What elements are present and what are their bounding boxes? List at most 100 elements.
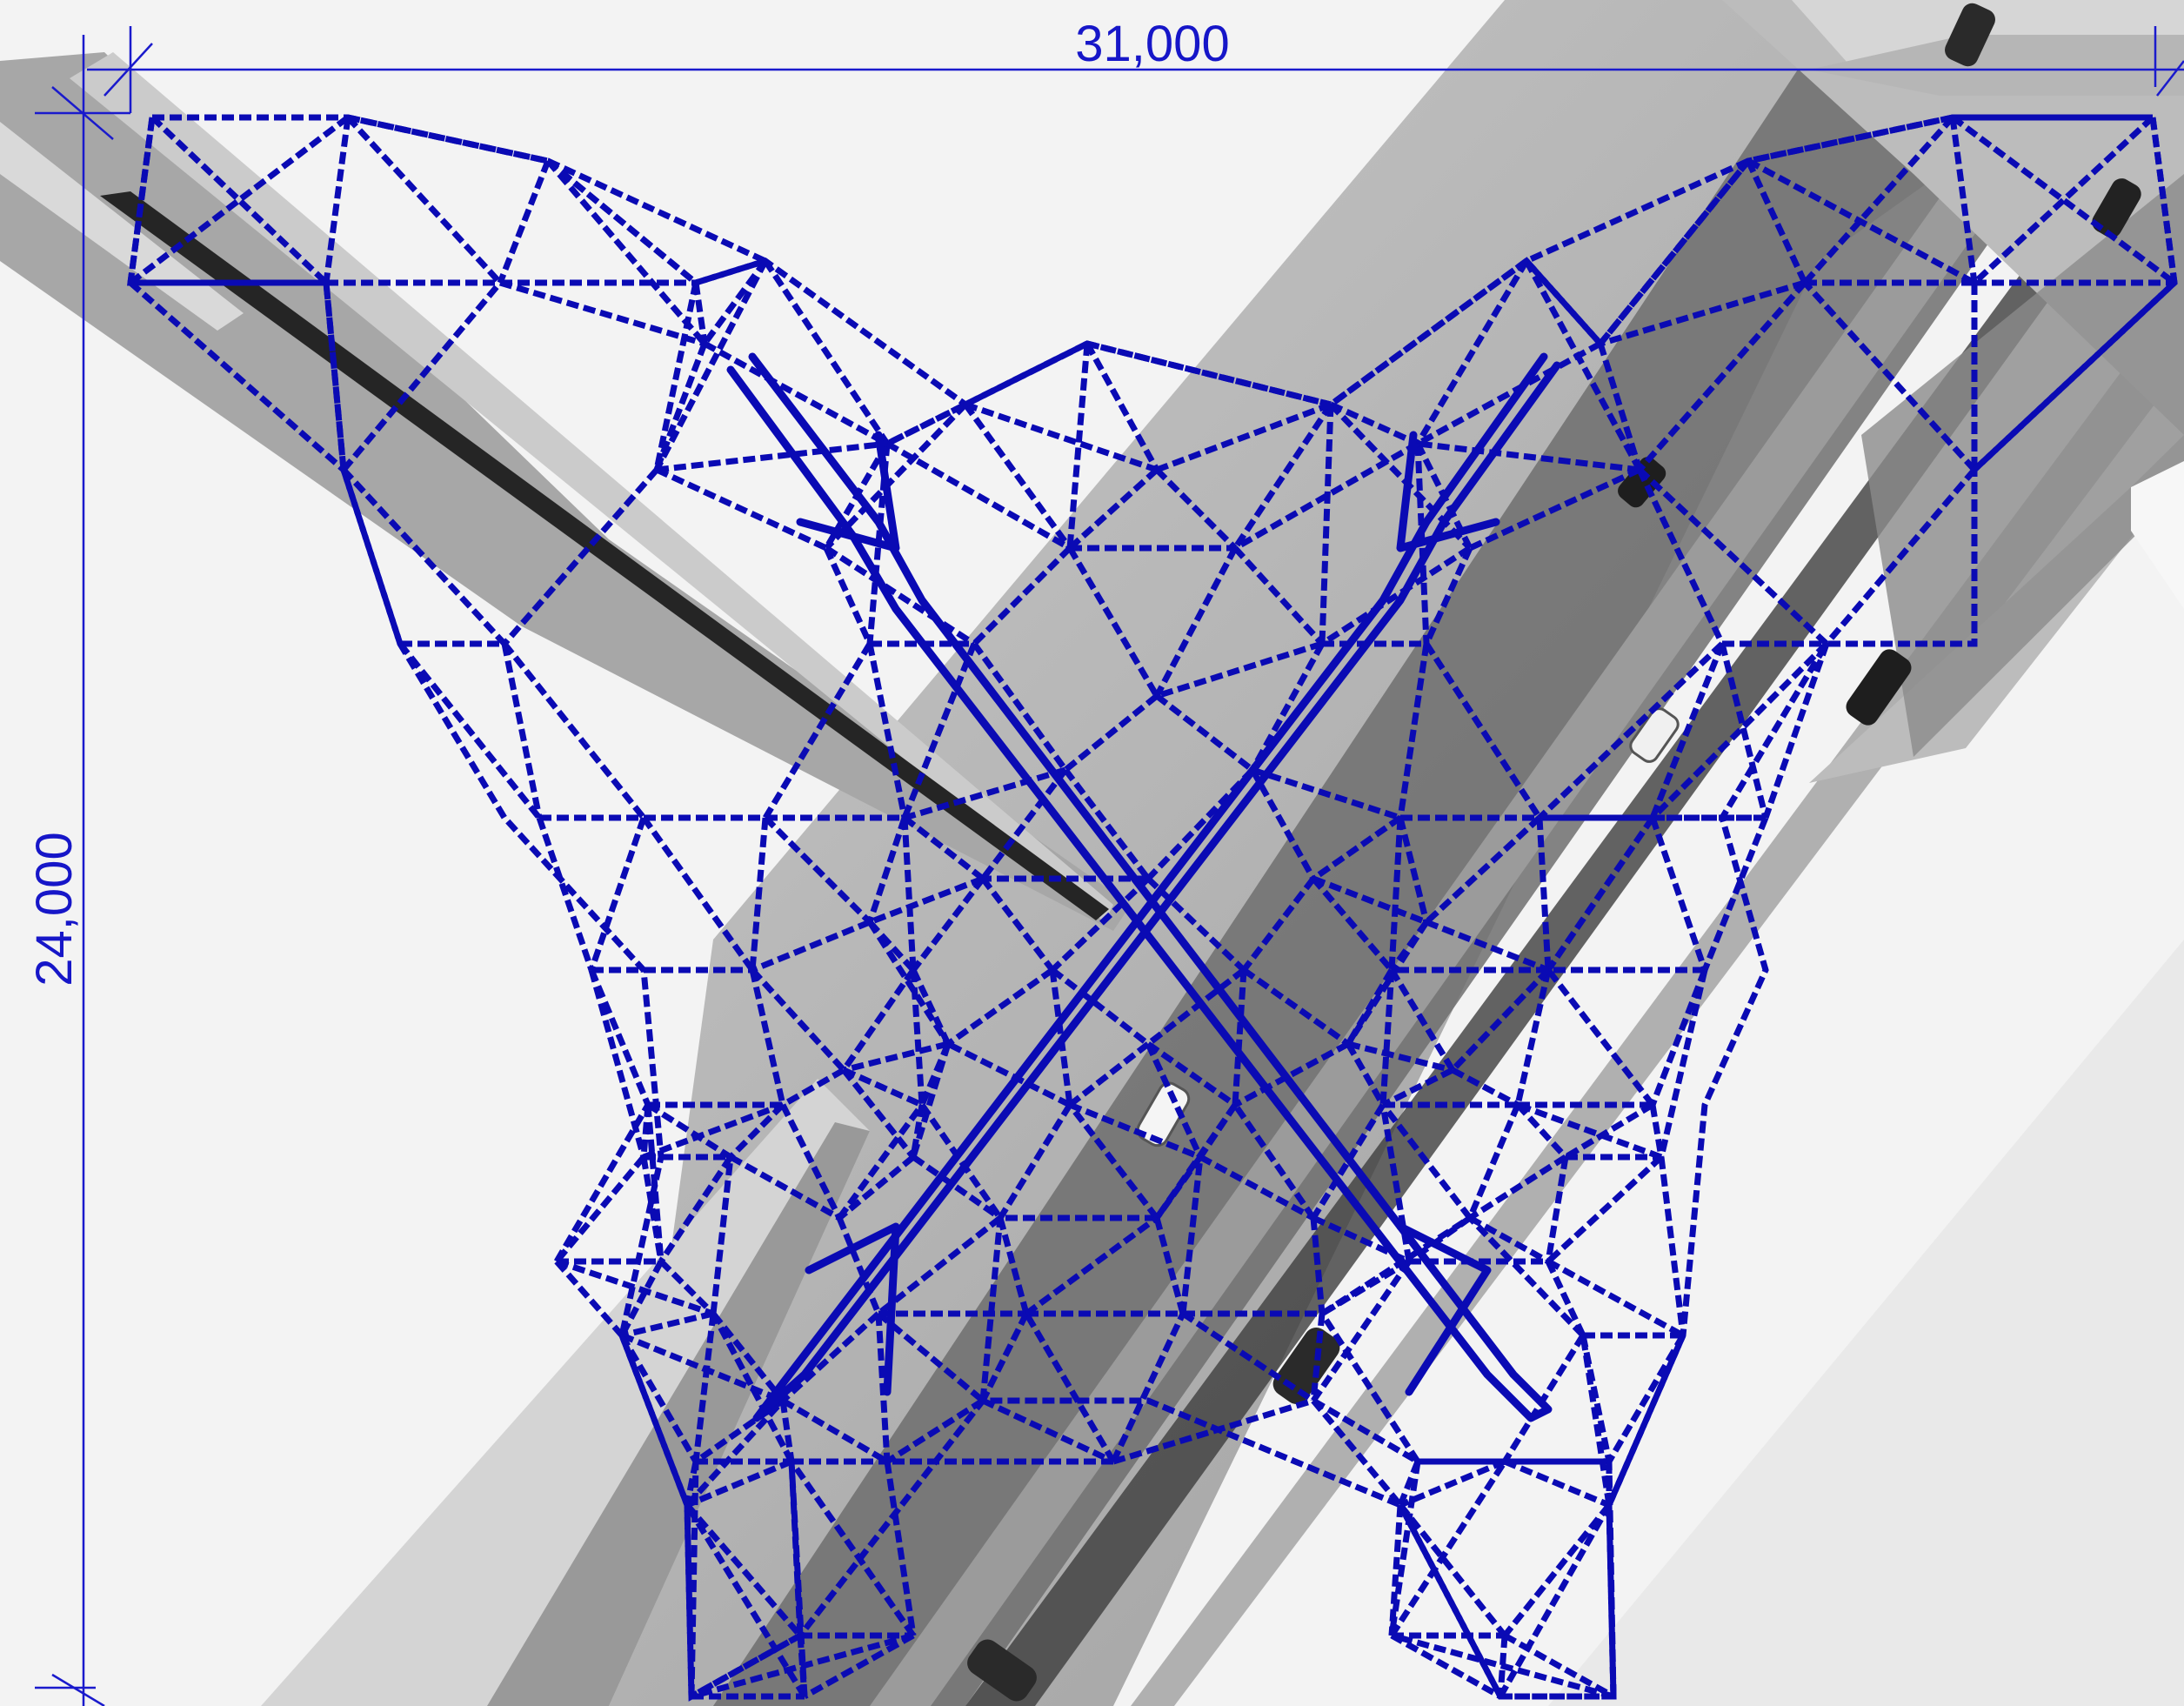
mesh-member [1155, 640, 1324, 699]
mesh-member [588, 969, 647, 1158]
mesh-member [1399, 1458, 1506, 1509]
mesh-member [1950, 115, 2177, 285]
mesh-member [397, 641, 542, 820]
mesh-member [824, 402, 968, 551]
mesh-member [728, 1102, 785, 1160]
mesh-member [1747, 157, 1976, 286]
mesh-member [653, 282, 699, 471]
mesh-member [128, 280, 346, 472]
mesh-member [1949, 117, 1978, 284]
mesh-member [749, 969, 786, 1106]
mesh-member [658, 1155, 733, 1263]
mesh-member [866, 643, 908, 819]
mesh-member [876, 1215, 1003, 1316]
mesh-member [1745, 159, 1808, 284]
width-dimension-label: 31,000 [1075, 16, 1229, 72]
mesh-member [685, 1398, 785, 1508]
mesh-member [972, 641, 1068, 773]
mesh-member [843, 1040, 949, 1074]
mesh-member [901, 642, 978, 820]
mesh-member [797, 1635, 808, 1697]
mesh-member [1249, 642, 1326, 772]
mesh-member [875, 1313, 891, 1462]
mesh-member [545, 158, 707, 346]
mesh-member [1346, 920, 1429, 1046]
mesh-member [1145, 1042, 1204, 1159]
mesh-member [1497, 1503, 1613, 1698]
mesh-member [1067, 467, 1159, 551]
mesh-member [842, 1067, 924, 1108]
mesh-member [945, 967, 1055, 1047]
mesh-member [1312, 1397, 1419, 1465]
mesh-member [1312, 875, 1428, 926]
mesh-member [866, 816, 908, 924]
mesh-member [1468, 1154, 1567, 1221]
mesh-member [998, 1103, 1072, 1220]
mesh-member [1580, 1335, 1613, 1506]
mesh-member [1397, 817, 1430, 923]
mesh-member [866, 443, 891, 645]
mesh-member [1112, 1397, 1315, 1465]
mesh-member [128, 115, 351, 285]
car-icon [1618, 457, 1666, 508]
mesh-member [1388, 1504, 1404, 1636]
mesh-member [910, 968, 952, 1046]
mesh-member [692, 1313, 717, 1462]
canopy-outline [127, 114, 2178, 1702]
mesh-member [653, 342, 708, 472]
mesh-member [1546, 1258, 1685, 1339]
mesh-member [1233, 440, 1419, 552]
mesh-member [1311, 1103, 1386, 1220]
mesh-member [763, 815, 872, 925]
mesh-member [1516, 1101, 1663, 1161]
mesh-member [1320, 545, 1472, 646]
mesh-member [1515, 1102, 1568, 1160]
mesh-member [345, 115, 503, 285]
mesh-member [1388, 817, 1404, 971]
mesh-member [1050, 876, 1151, 973]
mesh-member [1154, 1154, 1203, 1221]
mesh-member [1398, 1502, 1507, 1638]
car-icon [1945, 3, 1995, 67]
mesh-member [868, 875, 985, 926]
mesh-member [1153, 546, 1239, 698]
mesh-member [837, 1102, 925, 1221]
mesh-member [1637, 467, 1829, 646]
mesh-member [1649, 968, 1708, 1107]
mesh-member [653, 259, 769, 472]
mesh-member [1497, 1635, 1508, 1697]
mesh-member [841, 968, 916, 1072]
mesh-member [1024, 1215, 1159, 1316]
mesh-member [1249, 768, 1317, 880]
mesh-member [554, 1154, 646, 1264]
mesh-member [901, 817, 917, 971]
mesh-member [656, 440, 888, 473]
mesh-member [1063, 693, 1159, 773]
mesh-member [979, 1217, 1004, 1402]
mesh-member [1319, 1312, 1420, 1463]
mesh-member [340, 468, 404, 646]
mesh-member [1719, 643, 1769, 819]
mesh-member [341, 467, 507, 646]
mesh-member [618, 1334, 699, 1463]
road-lower-left [261, 1079, 870, 1706]
mesh-member [1233, 1040, 1350, 1108]
mesh-member [1023, 1312, 1117, 1463]
mesh-member [1467, 1215, 1586, 1338]
mesh-member [502, 467, 659, 646]
column-b-branch-top [1396, 431, 1500, 552]
mesh-member [884, 1461, 917, 1636]
mesh-member [1310, 1217, 1326, 1315]
column-a-branch-top [796, 431, 900, 552]
mesh-member [823, 546, 873, 646]
mesh-member [1066, 546, 1160, 698]
mesh-member [1597, 342, 1643, 472]
mesh-member [1606, 1461, 1617, 1697]
mesh-member [1503, 1632, 1615, 1700]
mesh-member [780, 1311, 881, 1403]
mesh-member [751, 919, 872, 973]
mesh-member [1145, 876, 1246, 973]
mesh-member [1232, 969, 1247, 1106]
column-b-branch-bottom [805, 1222, 900, 1396]
